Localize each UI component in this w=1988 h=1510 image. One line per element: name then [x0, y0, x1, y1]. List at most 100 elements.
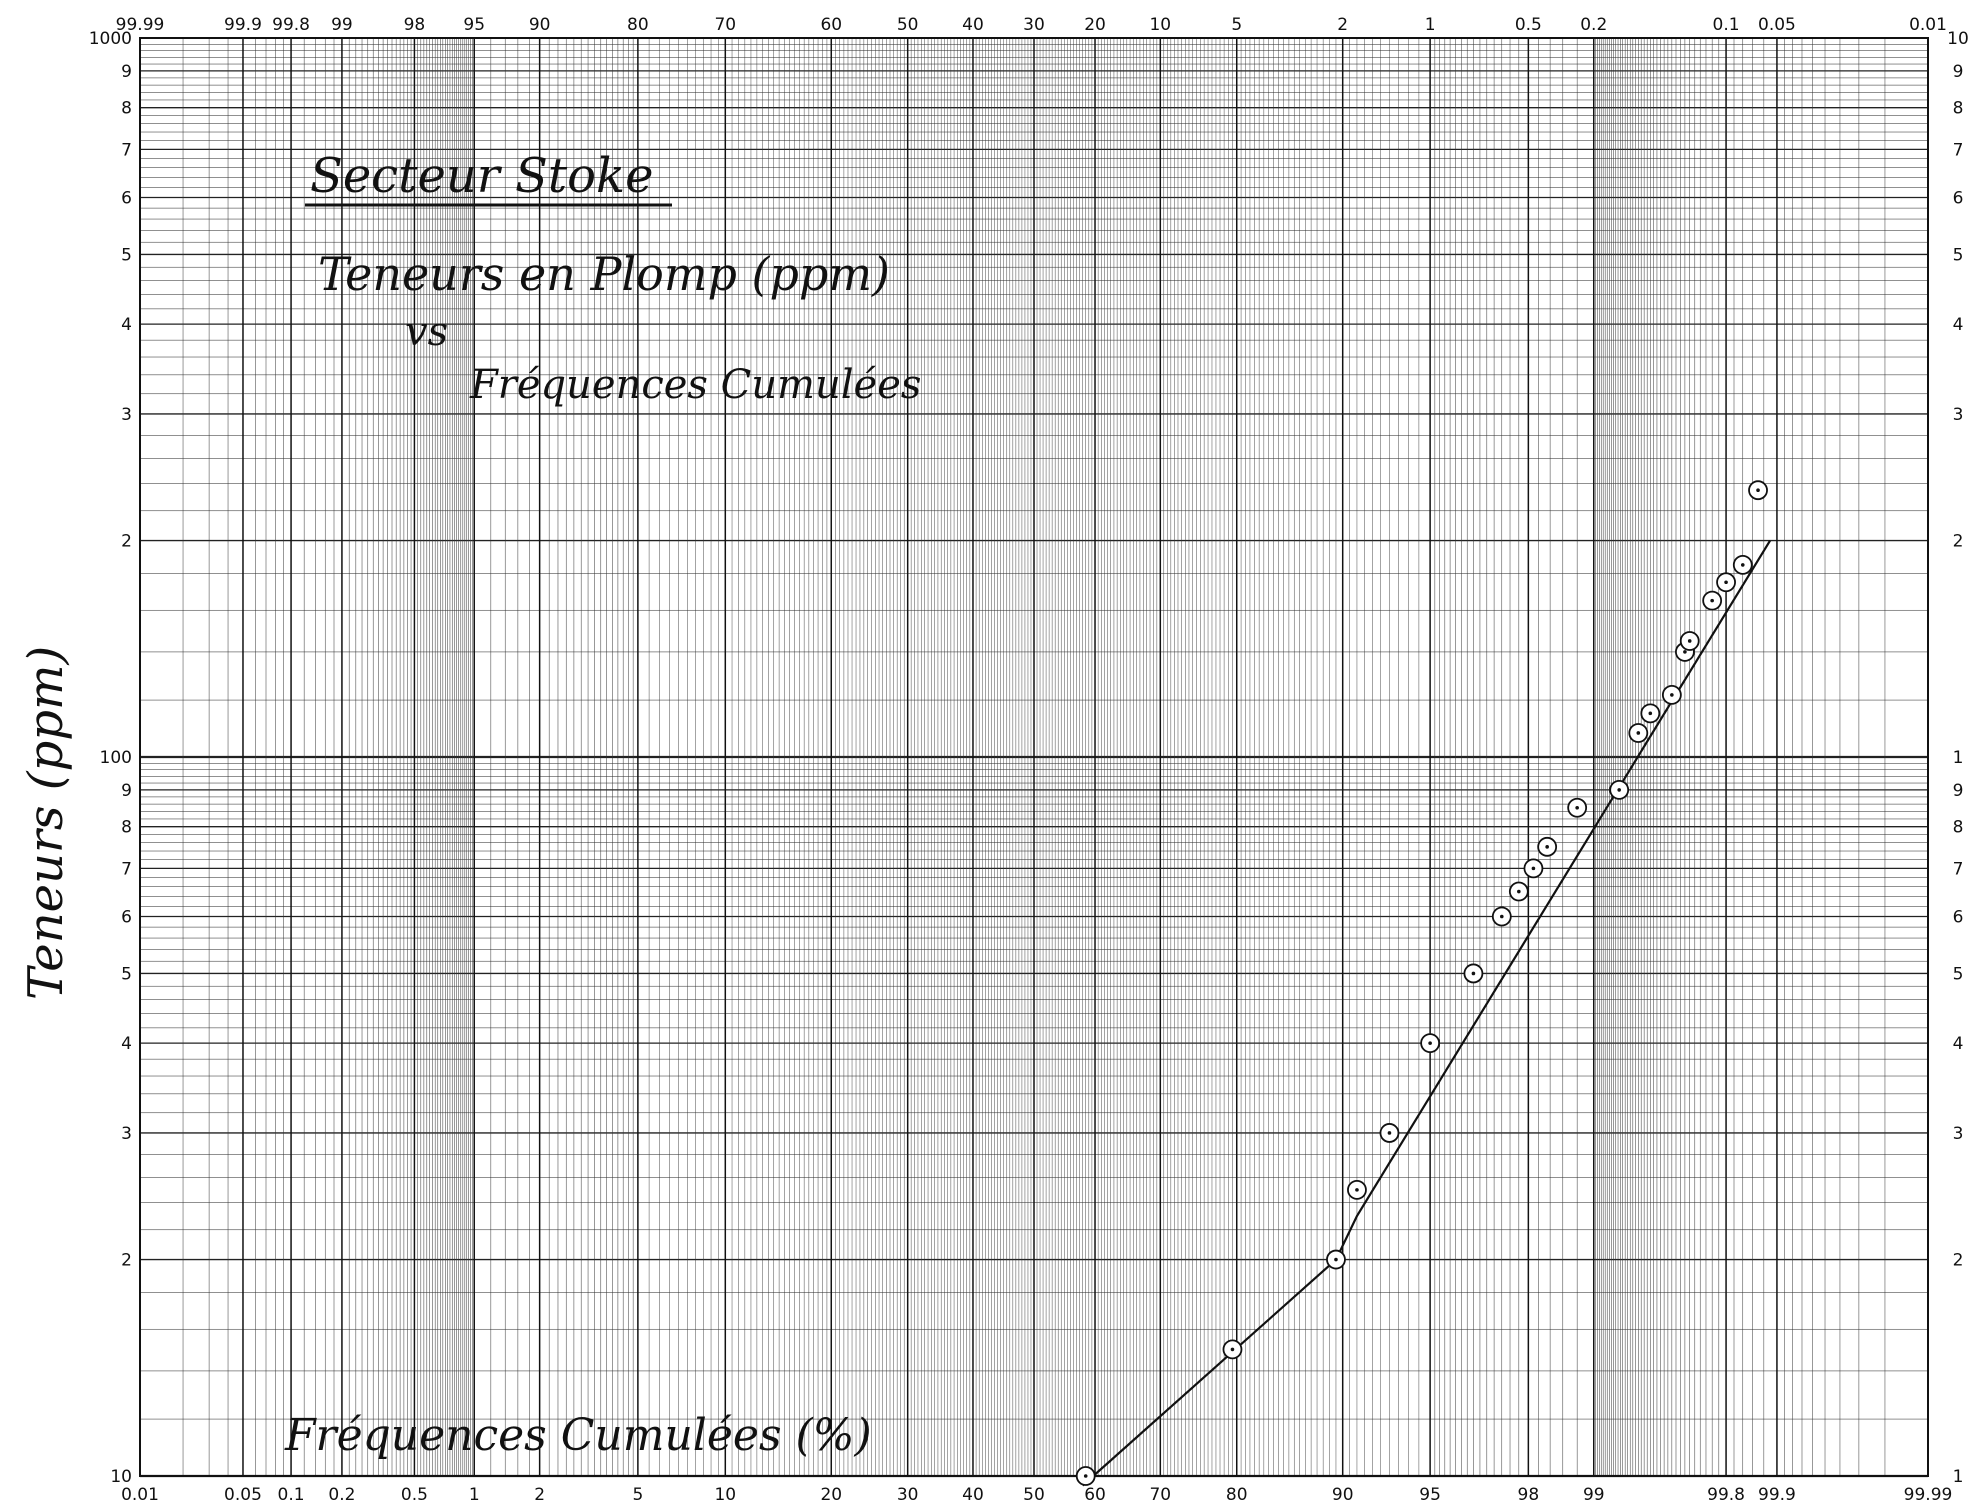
data-point	[1679, 631, 1700, 651]
x-tick-label-bottom: 80	[1226, 1485, 1248, 1505]
y-tick-label-right: 9	[1953, 781, 1964, 801]
x-tick-label-top: 0.01	[1909, 15, 1947, 35]
y-tick-label-left: 6	[121, 189, 132, 209]
x-tick-label-top: 0.5	[1515, 15, 1542, 35]
data-point	[1420, 1033, 1441, 1054]
data-point	[1609, 779, 1630, 800]
y-tick-label-left: 100	[100, 748, 132, 768]
data-point	[1628, 723, 1649, 743]
y-tick-label-right: 4	[1953, 315, 1964, 335]
y-tick-label-right: 2	[1953, 532, 1964, 552]
x-tick-label-top: 0.2	[1580, 15, 1607, 35]
x-tick-label-bottom: 99.99	[1904, 1485, 1953, 1505]
y-tick-label-left: 9	[121, 62, 132, 82]
y-tick-label-left: 5	[121, 245, 132, 265]
y-tick-label-right: 7	[1953, 859, 1964, 879]
x-tick-label-top: 95	[463, 15, 485, 35]
x-tick-label-bottom: 99.8	[1707, 1485, 1745, 1505]
y-tick-label-left: 3	[121, 1124, 132, 1144]
y-tick-label-left: 8	[121, 99, 132, 119]
x-tick-label-bottom: 40	[962, 1485, 984, 1505]
x-tick-label-bottom: 30	[897, 1485, 919, 1505]
x-tick-label-bottom: 0.5	[401, 1485, 428, 1505]
grid	[139, 37, 1929, 1478]
x-tick-label-bottom: 10	[714, 1485, 736, 1505]
y-tick-label-right: 5	[1953, 964, 1964, 984]
x-tick-label-bottom: 50	[1023, 1485, 1045, 1505]
data-point	[1748, 480, 1768, 501]
subtitle-line-2: vs	[405, 309, 448, 355]
data-point	[1508, 881, 1529, 902]
x-tick-label-bottom: 5	[632, 1485, 643, 1505]
x-tick-label-bottom: 0.2	[328, 1485, 355, 1505]
x-tick-label-bottom: 90	[1332, 1485, 1354, 1505]
handwritten-annotations: Secteur Stoke Teneurs en Plomp (ppm) vs …	[18, 148, 921, 1461]
data-point	[1523, 858, 1544, 879]
data-point	[1379, 1123, 1400, 1143]
x-tick-label-top: 2	[1337, 15, 1348, 35]
x-tick-label-top: 40	[962, 15, 984, 35]
y-tick-label-right: 3	[1953, 1124, 1964, 1144]
data-point	[1537, 836, 1558, 857]
x-tick-label-top: 1	[1425, 15, 1436, 35]
data-point	[1567, 797, 1588, 818]
y-axis-label: Teneurs (ppm)	[18, 646, 74, 1000]
data-point	[1732, 555, 1753, 575]
x-tick-label-top: 0.05	[1758, 15, 1796, 35]
data-points	[1075, 480, 1768, 1486]
data-point	[1491, 906, 1512, 927]
x-tick-label-bottom: 1	[469, 1485, 480, 1505]
y-tick-label-right: 5	[1953, 245, 1964, 265]
data-point	[1347, 1179, 1367, 1200]
y-tick-label-right: 1	[1953, 1467, 1964, 1487]
y-tick-label-right: 8	[1953, 99, 1964, 119]
y-tick-label-right: 6	[1953, 189, 1964, 209]
y-tick-label-left: 8	[121, 818, 132, 838]
fitted-line	[1081, 540, 1772, 1487]
fitted-lines	[1081, 540, 1772, 1487]
y-tick-label-left: 10	[110, 1467, 132, 1487]
x-tick-label-top: 90	[529, 15, 551, 35]
data-point	[1640, 703, 1661, 724]
data-point	[1326, 1249, 1346, 1270]
y-tick-label-right: 3	[1953, 405, 1964, 425]
y-tick-label-left: 7	[121, 859, 132, 879]
tick-labels: 0.01 0.05 0.1 0.2 0.5 1 2 5 10 20 30 40 50 60 70 80 90 95…	[89, 15, 1969, 1505]
x-tick-label-top: 0.1	[1713, 15, 1740, 35]
x-tick-label-top: 99.99	[116, 15, 165, 35]
data-point	[1222, 1339, 1243, 1360]
y-tick-label-right: 2	[1953, 1251, 1964, 1271]
y-tick-label-left: 4	[121, 315, 132, 335]
data-point	[1463, 963, 1484, 984]
y-tick-label-left: 4	[121, 1034, 132, 1054]
x-tick-label-bottom: 99.9	[1758, 1485, 1796, 1505]
x-tick-label-bottom: 70	[1149, 1485, 1171, 1505]
y-tick-label-left: 5	[121, 964, 132, 984]
x-tick-label-bottom: 0.1	[278, 1485, 305, 1505]
x-tick-label-top: 99.9	[224, 15, 262, 35]
y-tick-label-left: 2	[121, 1251, 132, 1271]
x-tick-label-top: 20	[1084, 15, 1106, 35]
x-tick-label-top: 99	[331, 15, 353, 35]
x-tick-label-top: 30	[1023, 15, 1045, 35]
y-tick-label-left: 6	[121, 908, 132, 928]
data-point	[1661, 685, 1682, 705]
data-point	[1702, 590, 1723, 611]
x-tick-label-top: 70	[714, 15, 736, 35]
y-tick-label-right: 7	[1953, 140, 1964, 160]
x-tick-label-bottom: 99	[1583, 1485, 1605, 1505]
subtitle-line-3: Fréquences Cumulées	[469, 362, 921, 408]
x-tick-label-bottom: 20	[820, 1485, 842, 1505]
x-tick-label-top: 99.8	[272, 15, 310, 35]
x-tick-label-top: 50	[897, 15, 919, 35]
y-tick-label-right: 10	[1947, 29, 1969, 49]
y-tick-label-left: 1000	[89, 29, 132, 49]
y-tick-label-left: 2	[121, 532, 132, 552]
x-tick-label-bottom: 2	[534, 1485, 545, 1505]
plot-frame	[139, 37, 1929, 1477]
x-axis-label: Fréquences Cumulées (%)	[284, 1410, 872, 1461]
y-tick-label-right: 4	[1953, 1034, 1964, 1054]
x-tick-label-bottom: 0.01	[121, 1485, 159, 1505]
